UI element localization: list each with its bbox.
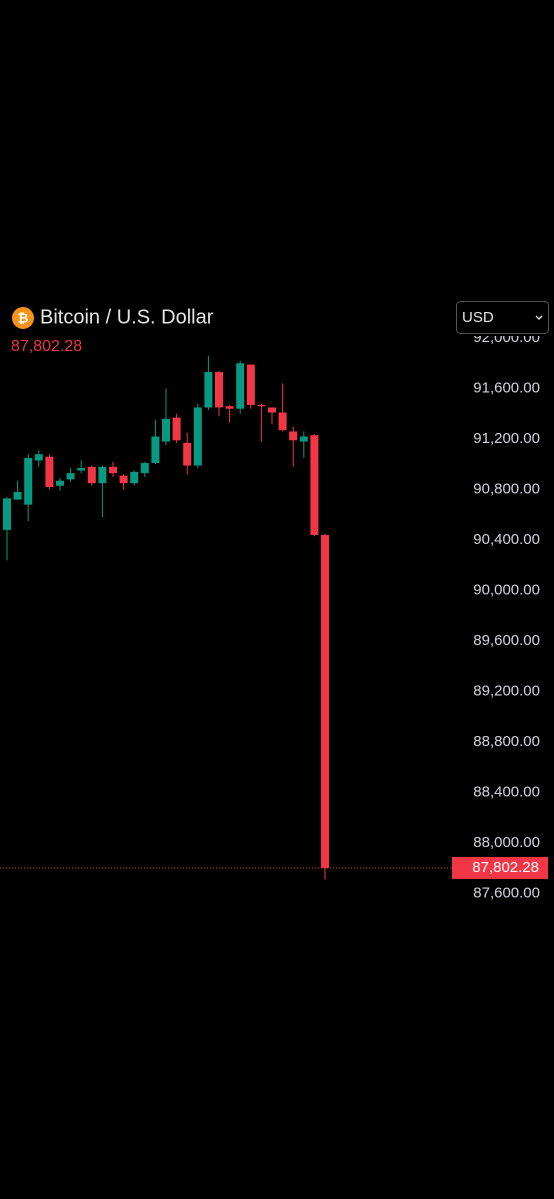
candle-body bbox=[278, 412, 287, 431]
currency-button[interactable] bbox=[456, 301, 549, 334]
header-price: 87,802.28 bbox=[11, 338, 82, 355]
y-tick-label: 90,800.00 bbox=[473, 480, 540, 497]
y-tick-label: 88,400.00 bbox=[473, 783, 540, 800]
y-tick-label: 89,600.00 bbox=[473, 632, 540, 649]
candle-body bbox=[289, 431, 298, 441]
candle-body bbox=[310, 435, 319, 535]
y-tick-label: 89,200.00 bbox=[473, 682, 540, 699]
candle-body bbox=[257, 404, 266, 407]
candle-body bbox=[225, 406, 234, 409]
currency-label[interactable]: USD bbox=[462, 309, 494, 326]
candle-body bbox=[268, 407, 276, 413]
candle-body bbox=[109, 466, 117, 474]
candle-body bbox=[246, 364, 255, 405]
candle-body bbox=[3, 498, 11, 530]
candle-body bbox=[119, 475, 128, 484]
y-tick-label: 90,000.00 bbox=[473, 581, 540, 598]
candle-body bbox=[13, 492, 22, 500]
y-tick-label: 91,200.00 bbox=[473, 430, 540, 447]
candle-body bbox=[140, 463, 149, 474]
candle-body bbox=[87, 466, 96, 484]
coin-symbol: ₿ bbox=[18, 310, 29, 325]
candle-body bbox=[162, 418, 170, 442]
dropdown-arrow bbox=[535, 315, 543, 320]
y-tick-label: 91,600.00 bbox=[473, 379, 540, 396]
candle-body bbox=[56, 480, 64, 486]
chart-title: Bitcoin / U.S. Dollar bbox=[40, 306, 214, 328]
candle-body bbox=[193, 407, 202, 466]
plot: 87,600.00 88,000.00 88,400.00 88,800.00 89,2… bbox=[3, 329, 540, 901]
candle-body bbox=[172, 417, 181, 441]
candle-body bbox=[77, 468, 86, 471]
candle-body bbox=[204, 372, 213, 408]
candle-body bbox=[98, 466, 107, 484]
y-tick-label: 87,600.00 bbox=[473, 884, 540, 901]
candle-body bbox=[34, 454, 43, 461]
candle-body bbox=[299, 436, 308, 442]
y-tick-label: 88,000.00 bbox=[473, 834, 540, 851]
y-tick-label: 88,800.00 bbox=[473, 733, 540, 750]
candle-body bbox=[321, 534, 329, 868]
candle-body bbox=[24, 457, 33, 505]
candle-body bbox=[66, 473, 75, 480]
last-price-box bbox=[452, 856, 548, 879]
candle-body bbox=[215, 372, 223, 408]
candle-body bbox=[236, 363, 245, 409]
y-tick-label: 90,400.00 bbox=[473, 531, 540, 548]
last-price-label: 87,802.28 bbox=[472, 859, 539, 876]
candle-body bbox=[45, 456, 54, 487]
coin-icon bbox=[12, 307, 34, 329]
candle-body bbox=[151, 436, 160, 464]
candle-body bbox=[130, 471, 139, 484]
candle-body bbox=[183, 442, 192, 466]
